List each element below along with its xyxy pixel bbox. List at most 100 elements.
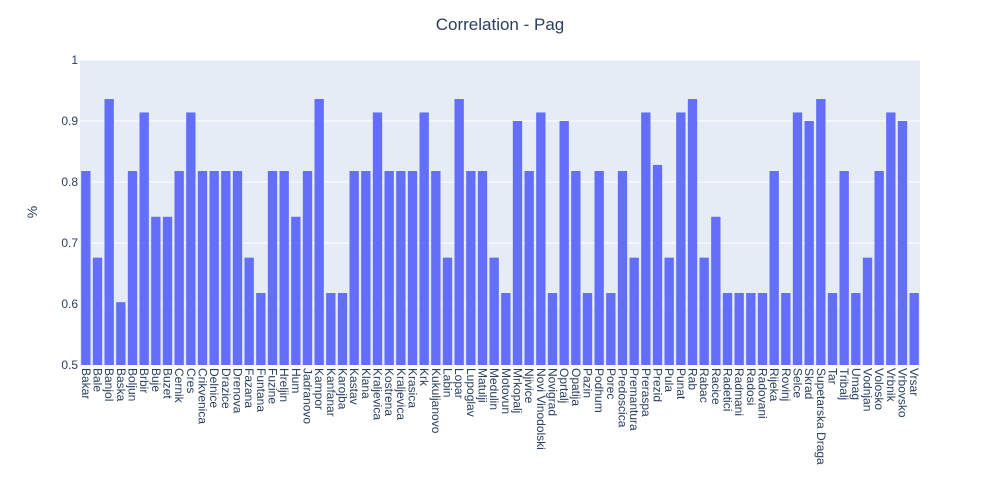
x-category-label: Drazice [219,368,233,409]
x-category-label: Prezid [651,368,665,402]
bar [197,171,208,365]
x-category-label: Racice [709,368,723,405]
x-category-label: Kostrena [382,368,396,416]
bar [839,171,849,365]
x-category-label: Vrbnik [884,368,898,403]
bar [606,293,616,365]
x-category-label: Porec [604,368,618,399]
bar [804,121,814,365]
x-category-label: Mrkopalj [511,368,525,413]
x-category-label: Oprtalj [557,368,571,403]
x-category-label: Rab [686,368,700,390]
bar [361,171,371,365]
bar [104,99,114,365]
bar [699,257,709,365]
bar [337,293,348,365]
bar [594,171,604,365]
bar [769,171,779,365]
y-axis-label: % [24,206,40,218]
bar [384,171,394,365]
x-category-label: Vodnjan [861,368,875,411]
bar [221,171,231,365]
bar [851,293,861,365]
x-category-label: Vrsar [907,368,921,396]
x-category-label: Radosi [744,368,758,405]
bar [489,257,499,365]
x-category-label: Tribalj [837,368,851,400]
x-category-label: Pazin [581,368,595,398]
bar [244,257,254,365]
bar [372,112,383,366]
x-category-label: Kampor [312,368,326,410]
x-category-label: Supetarska Draga [814,368,828,465]
x-category-label: Cernik [172,368,186,404]
bar [536,112,546,366]
bar [746,293,756,365]
x-category-label: Lopar [452,368,466,399]
x-category-label: Tar [826,368,840,385]
x-category-label: Karojba [336,368,350,410]
x-category-label: Matulji [476,368,490,403]
bar [454,99,464,365]
x-category-label: Brbir [137,368,151,393]
y-tick-label: 0.7 [61,236,78,250]
x-category-label: Fuzine [266,368,280,404]
x-category-label: Vrbovsko [896,368,910,418]
bar [162,216,173,365]
x-category-label: Medulin [487,368,501,410]
x-category-label: Baska [114,368,128,402]
bar [209,171,219,365]
x-category-label: Volosko [872,368,886,410]
x-category-label: Umag [849,368,863,400]
bar [186,112,196,366]
bar [302,171,313,365]
x-category-label: Opatija [569,368,583,406]
bar [897,121,908,365]
y-tick-label: 0.9 [61,114,78,128]
bar [524,171,534,365]
x-category-label: Radetici [721,368,735,411]
bar [559,121,569,365]
x-axis-category-labels: BakarBaleBanjolBaskaBoljunBrbirBujeBuzet… [79,368,921,465]
x-category-label: Buzet [161,368,175,399]
bar [349,171,359,365]
x-category-label: Krasica [406,368,420,408]
bar [291,216,301,365]
bar [267,171,278,365]
y-tick-label: 0.5 [61,358,78,372]
bar [174,171,184,365]
x-category-label: Selce [791,368,805,398]
bar [734,293,744,365]
x-category-label: Crikvenica [196,368,210,424]
bar [722,293,733,365]
bar [629,257,639,365]
bar [127,171,138,365]
x-category-label: Novi Vinodolski [534,368,548,450]
bar [419,112,429,366]
bar [139,112,149,366]
x-category-label: Hum [289,368,303,393]
x-category-label: Jadranovo [301,368,315,424]
x-category-label: Kastav [347,368,361,405]
x-category-label: Funtana [254,368,268,412]
x-category-label: Bakar [79,368,93,399]
bar [652,164,663,365]
bar [862,257,873,365]
bar [757,293,768,365]
bar [687,99,698,365]
x-category-label: Fazana [242,368,256,408]
bar [256,293,266,365]
x-category-label: Rovinj [779,368,793,401]
bar [92,257,103,365]
bar [617,171,628,365]
bar [827,293,838,365]
y-axis-ticks: 0.5 0.6 0.7 0.8 0.9 1 [61,53,78,372]
x-category-label: Novigrad [546,368,560,416]
x-category-label: Banjol [102,368,116,401]
chart-title: Correlation - Pag [436,15,565,34]
bar [279,171,289,365]
bar [874,171,884,365]
x-category-label: Njivice [522,368,536,404]
bar [571,171,581,365]
